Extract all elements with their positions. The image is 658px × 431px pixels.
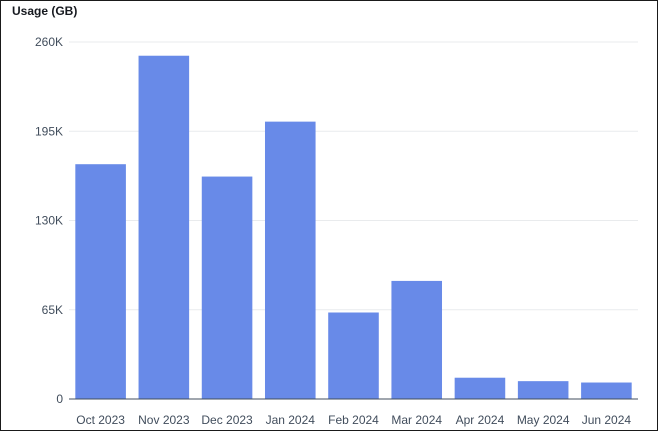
x-tick-label: Apr 2024 — [456, 413, 505, 427]
bar — [581, 382, 632, 399]
y-tick-label: 260K — [35, 35, 63, 49]
y-tick-label: 130K — [35, 214, 63, 228]
x-tick-label: Jan 2024 — [266, 413, 316, 427]
x-tick-label: Nov 2023 — [138, 413, 190, 427]
bar — [201, 176, 253, 399]
bar — [454, 377, 506, 399]
bar — [391, 280, 443, 399]
x-tick-label: Oct 2023 — [76, 413, 125, 427]
x-tick-label: Mar 2024 — [391, 413, 442, 427]
chart-title: Usage (GB) — [12, 4, 78, 18]
y-tick-label: 0 — [56, 392, 63, 406]
bar — [75, 164, 126, 399]
bar — [138, 55, 190, 399]
y-tick-label: 195K — [35, 124, 63, 138]
bar — [328, 312, 379, 399]
x-tick-label: May 2024 — [517, 413, 570, 427]
x-tick-label: Jun 2024 — [582, 413, 632, 427]
y-tick-label: 65K — [42, 303, 63, 317]
bar — [264, 121, 316, 399]
x-tick-label: Dec 2023 — [201, 413, 253, 427]
bar — [517, 381, 569, 399]
x-tick-label: Feb 2024 — [328, 413, 379, 427]
